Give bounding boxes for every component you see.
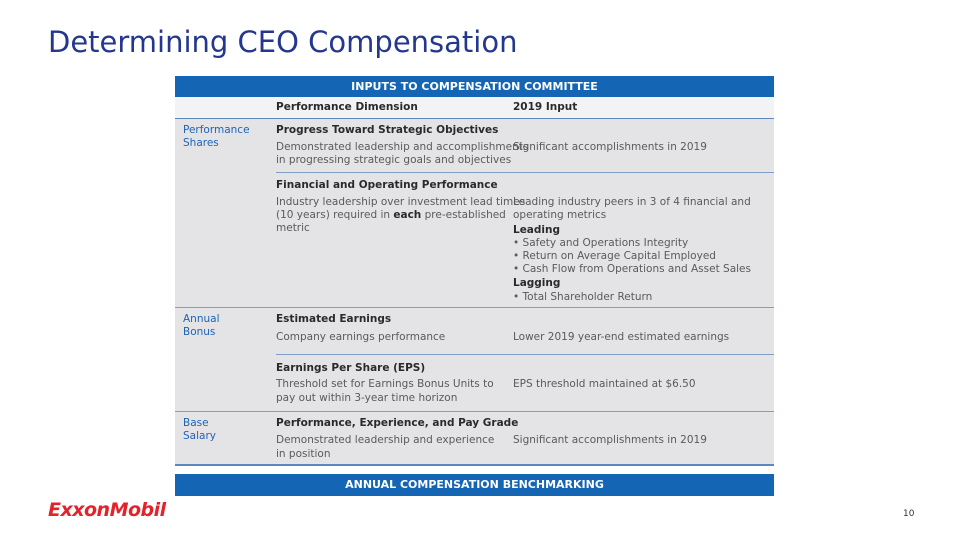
- row-separator: [175, 464, 774, 466]
- input-bullet: • Total Shareholder Return: [513, 291, 653, 303]
- slide-title: Determining CEO Compensation: [48, 25, 518, 59]
- column-header: 2019 Input: [513, 101, 578, 113]
- row-separator: [276, 172, 774, 173]
- row-separator: [175, 118, 774, 119]
- dimension-text: Demonstrated leadership and accomplishme…: [276, 141, 529, 153]
- dimension-text: Threshold set for Earnings Bonus Units t…: [276, 378, 494, 390]
- row-separator: [175, 307, 774, 308]
- input-bullet: • Cash Flow from Operations and Asset Sa…: [513, 263, 751, 275]
- text-run-bold: each: [393, 209, 422, 221]
- input-bullet: • Return on Average Capital Employed: [513, 250, 716, 262]
- input-text: Lower 2019 year-end estimated earnings: [513, 331, 730, 343]
- dimension-title: Performance, Experience, and Pay Grade: [276, 417, 519, 429]
- table-body: [175, 118, 774, 464]
- section-label: Performance: [183, 124, 250, 136]
- dimension-text: in progressing strategic goals and objec…: [276, 154, 512, 166]
- section-label: Annual: [183, 313, 220, 325]
- dimension-text: metric: [276, 222, 310, 234]
- dimension-text: Industry leadership over investment lead…: [276, 196, 526, 208]
- input-heading: Leading: [513, 224, 561, 236]
- dimension-text: Demonstrated leadership and experience: [276, 434, 495, 446]
- dimension-text: pay out within 3-year time horizon: [276, 392, 458, 404]
- row-separator: [276, 354, 774, 355]
- dimension-title: Estimated Earnings: [276, 313, 392, 325]
- logo: ExxonMobil: [48, 499, 166, 521]
- text-run: pre-established: [421, 209, 506, 221]
- input-text: Significant accomplishments in 2019: [513, 141, 707, 153]
- input-heading: Lagging: [513, 277, 561, 289]
- input-text: Significant accomplishments in 2019: [513, 434, 707, 446]
- input-text: Leading industry peers in 3 of 4 financi…: [513, 196, 751, 208]
- page-number: 10: [903, 509, 915, 519]
- column-header-row: [175, 97, 774, 118]
- dimension-text: in position: [276, 448, 331, 460]
- section-label: Base: [183, 417, 209, 429]
- input-bullet: • Safety and Operations Integrity: [513, 237, 689, 249]
- input-text: operating metrics: [513, 209, 607, 221]
- dimension-title: Financial and Operating Performance: [276, 179, 498, 191]
- section-label: Bonus: [183, 326, 216, 338]
- dimension-title: Progress Toward Strategic Objectives: [276, 124, 499, 136]
- row-separator: [175, 411, 774, 412]
- section-label: Shares: [183, 137, 219, 149]
- input-text: EPS threshold maintained at $6.50: [513, 378, 696, 390]
- column-header: Performance Dimension: [276, 101, 418, 113]
- section-label: Salary: [183, 430, 216, 442]
- dimension-text: (10 years) required in each pre-establis…: [276, 209, 506, 222]
- table-footer: ANNUAL COMPENSATION BENCHMARKING: [175, 474, 774, 496]
- dimension-text: Company earnings performance: [276, 331, 446, 343]
- text-run: (10 years) required in: [276, 209, 394, 221]
- table-caption: INPUTS TO COMPENSATION COMMITTEE: [175, 76, 774, 97]
- dimension-title: Earnings Per Share (EPS): [276, 362, 426, 374]
